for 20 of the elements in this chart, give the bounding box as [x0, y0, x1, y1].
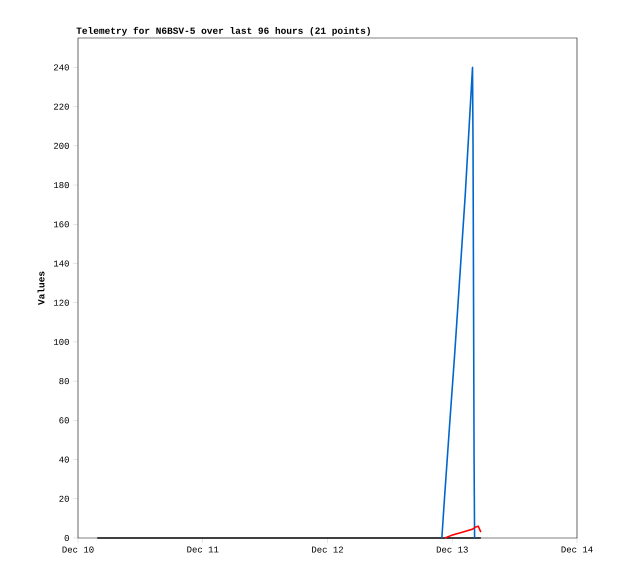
- y-tick-label: 60: [59, 417, 69, 424]
- x-tick-label: Dec 13: [436, 546, 468, 553]
- y-tick-label: 120: [54, 300, 69, 306]
- y-tick-label: 160: [54, 221, 69, 228]
- y-tick-label: 220: [54, 104, 69, 110]
- y-axis-title: Values: [38, 272, 44, 306]
- y-tick-label: 240: [54, 64, 69, 70]
- y-tick-label: 20: [59, 496, 69, 502]
- x-tick-label: Dec 14: [562, 546, 593, 553]
- y-tick-label: 80: [59, 378, 69, 384]
- y-tick-label: 140: [54, 260, 69, 267]
- y-tick-label: 100: [54, 338, 69, 345]
- y-tick-label: 0: [64, 534, 69, 542]
- chart-title: Telemetry for N6BSV-5 over last 96 hours (21 points): [76, 26, 370, 36]
- x-tick-label: Dec 10: [62, 546, 94, 553]
- y-tick-label: 180: [54, 182, 69, 188]
- y-tick-label: 40: [59, 456, 69, 463]
- x-tick-label: Dec 11: [187, 546, 218, 553]
- x-tick-label: Dec 12: [312, 546, 344, 553]
- y-tick-label: 200: [54, 142, 69, 149]
